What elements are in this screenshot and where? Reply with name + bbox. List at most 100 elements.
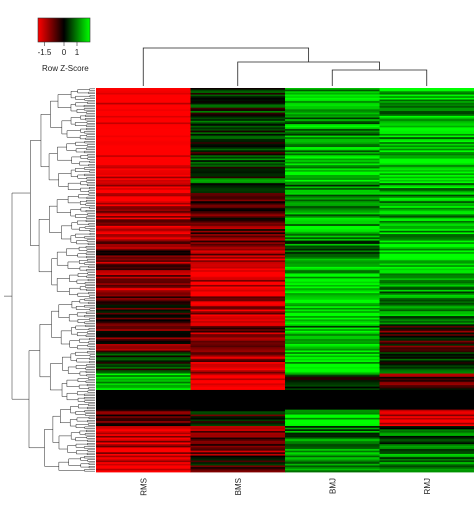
heatmap-cell [190,344,286,347]
heatmap-cell [285,196,380,199]
heatmap-cell [96,235,191,238]
heatmap-cell [379,207,474,210]
heatmap-cell [285,427,380,430]
heatmap-cell [190,150,286,153]
heatmap-cell [285,211,380,214]
color-key-tick-label: 1 [75,48,80,57]
heatmap-cell [190,129,286,132]
heatmap-cell [190,294,286,297]
row-dendrogram-link [75,411,86,415]
row-dendrogram-link [86,249,95,252]
heatmap-cell [96,227,191,230]
row-dendrogram-link [77,319,90,323]
row-dendrogram-link [75,437,88,442]
heatmap-cell [190,322,286,325]
heatmap-cell [96,181,191,184]
heatmap-cell [285,206,380,209]
heatmap-cell [96,130,191,133]
heatmap-cell [285,234,380,237]
heatmap-cell [285,179,380,182]
heatmap-cell [190,467,286,470]
heatmap-cell [285,114,380,117]
heatmap-cell [379,437,474,440]
heatmap-cell [285,468,380,471]
row-dendrogram-link [44,429,59,467]
heatmap-cell [96,204,191,207]
heatmap-cell [379,107,474,110]
heatmap-cell [379,319,474,322]
row-dendrogram-link [69,287,81,296]
heatmap-cell [379,152,474,155]
heatmap-cell [379,186,474,189]
heatmap-cell [379,368,474,371]
heatmap-cell [379,288,474,291]
row-dendrogram-link [87,406,95,410]
heatmap-cell [285,339,380,342]
heatmap-cell [190,465,286,468]
heatmap-cell [285,376,380,379]
heatmap-cell [285,199,380,202]
heatmap-cell [190,298,286,301]
heatmap-cell [190,383,286,386]
heatmap-cell [96,152,191,155]
row-dendrogram-link [86,200,95,203]
heatmap-cell [190,216,286,219]
heatmap-cell [379,458,474,461]
heatmap-cell [190,449,286,452]
heatmap-cell [379,188,474,191]
heatmap-cell [190,319,286,322]
heatmap-cell [285,227,380,230]
heatmap-cell [96,284,191,287]
row-dendrogram-link [70,209,81,217]
heatmap-cell [96,129,191,132]
heatmap-cell [96,173,191,176]
row-dendrogram-link [85,311,95,314]
heatmap-cell [379,378,474,381]
heatmap-cell [379,322,474,325]
heatmap-cell [285,232,380,235]
heatmap-cell [190,430,286,434]
heatmap-cell [285,437,380,440]
row-dendrogram-link [58,173,72,187]
heatmap-cell [96,370,191,373]
heatmap-cell [190,408,286,411]
heatmap-cell [190,109,286,112]
heatmap-cell [379,344,474,347]
heatmap-cell [285,406,380,409]
heatmap-cell [96,199,191,202]
heatmap-cell [96,445,191,448]
heatmap-cell [190,138,286,141]
heatmap-cell [96,125,191,128]
heatmap-cell [285,214,380,217]
heatmap-cell [285,252,380,255]
color-key: -1.5 0 1 Row Z-Score [38,17,91,73]
heatmap-cell [190,212,286,215]
heatmap-cell [190,273,286,276]
heatmap-cell [96,176,191,179]
heatmap-cell [190,340,286,343]
heatmap-cell [285,391,380,394]
heatmap-cell [190,101,286,104]
heatmap-cell [96,243,191,246]
heatmap-cell [285,340,380,343]
row-dendrogram-link [61,225,72,240]
heatmap-cell [190,232,286,235]
heatmap-cell [96,340,191,343]
heatmap-cell [285,133,380,136]
heatmap-cell [96,147,191,150]
heatmap-cell [96,412,191,415]
row-dendrogram-link [87,439,95,442]
heatmap-cell [285,350,380,353]
heatmap-cell [96,309,191,312]
heatmap-cell [379,325,474,328]
heatmap-cell [379,94,474,97]
row-dendrogram-link [84,433,95,436]
heatmap-cell [190,393,286,396]
row-dendrogram-link [66,392,79,401]
heatmap-cell [285,353,380,356]
row-dendrogram-link [56,278,70,292]
heatmap-cell [190,411,286,414]
row-dendrogram-link [84,226,95,229]
heatmap-cell [379,278,474,281]
heatmap-cell [96,260,191,263]
